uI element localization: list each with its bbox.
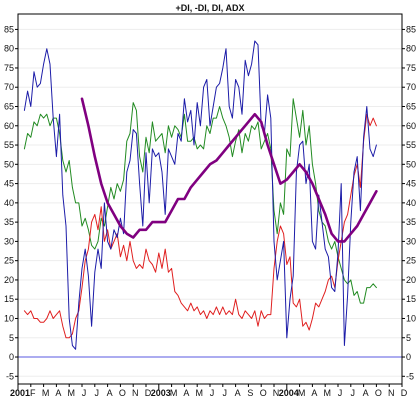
x-tick-label: A xyxy=(311,388,317,398)
y-tick-label-right: 60 xyxy=(406,121,416,131)
y-tick-label-right: 20 xyxy=(406,275,416,285)
x-tick-label: M xyxy=(67,388,75,398)
y-tick-label-right: 30 xyxy=(406,236,416,246)
x-tick-label: N xyxy=(388,388,395,398)
x-tick-label: M xyxy=(298,388,306,398)
y-tick-label-left: 70 xyxy=(4,82,14,92)
y-tick-label-right: 40 xyxy=(406,198,416,208)
y-tick-label-left: 85 xyxy=(4,24,14,34)
x-tick-label: J xyxy=(338,388,343,398)
y-tick-label-left: 0 xyxy=(9,352,14,362)
x-tick-label: J xyxy=(95,388,100,398)
x-tick-label: A xyxy=(363,388,369,398)
series-line-1 xyxy=(23,98,377,304)
y-tick-label-right: 10 xyxy=(406,313,416,323)
x-tick-label: J xyxy=(351,388,356,398)
x-tick-label: A xyxy=(55,388,61,398)
chart-title: +DI, -DI, DI, ADX xyxy=(176,3,245,13)
y-tick-label-left: -5 xyxy=(6,371,14,381)
y-tick-label-left: 20 xyxy=(4,275,14,285)
y-tick-label-left: 10 xyxy=(4,313,14,323)
y-axis-right: -5 0 5 10 15 20 25 30 35 40 45 50 55 60 65 70 75 80 85 xyxy=(402,24,416,381)
y-tick-label-left: 55 xyxy=(4,140,14,150)
y-tick-label-left: 75 xyxy=(4,63,14,73)
y-tick-label-left: 5 xyxy=(9,333,14,343)
x-tick-label: 2001 xyxy=(10,388,30,398)
x-tick-label: F xyxy=(30,388,36,398)
plot-frame xyxy=(17,13,403,385)
y-tick-label-left: 40 xyxy=(4,198,14,208)
x-tick-label: A xyxy=(235,388,241,398)
x-tick-label: A xyxy=(183,388,189,398)
y-tick-label-left: 65 xyxy=(4,102,14,112)
x-tick-label: O xyxy=(119,388,126,398)
x-tick-label: 2003 xyxy=(151,388,171,398)
x-tick-label: M xyxy=(170,388,178,398)
y-tick-label-right: 55 xyxy=(406,140,416,150)
x-tick-label: S xyxy=(247,388,253,398)
y-tick-label-right: 70 xyxy=(406,82,416,92)
y-tick-label-left: 30 xyxy=(4,236,14,246)
x-tick-label: J xyxy=(82,388,87,398)
y-tick-label-right: 45 xyxy=(406,179,416,189)
y-tick-label-right: 15 xyxy=(406,294,416,304)
x-tick-label: 2004 xyxy=(279,388,299,398)
x-tick-label: M xyxy=(42,388,50,398)
y-tick-label-right: -5 xyxy=(406,371,414,381)
y-tick-label-right: 0 xyxy=(406,352,411,362)
y-tick-label-right: 75 xyxy=(406,63,416,73)
x-tick-label: O xyxy=(375,388,382,398)
y-tick-label-left: 80 xyxy=(4,44,14,54)
y-tick-label-right: 25 xyxy=(406,256,416,266)
x-axis: 2001 F M A M J J A O N D 2003 M A M J J A S O N 2004 M A M J J A O N D xyxy=(10,384,408,398)
x-tick-label: A xyxy=(107,388,113,398)
x-tick-label: J xyxy=(210,388,215,398)
x-tick-label: M xyxy=(323,388,331,398)
series-line-3 xyxy=(23,40,377,350)
series-line-4 xyxy=(80,97,378,243)
y-axis-left: -5 0 5 10 15 20 25 30 35 40 45 50 55 60 65 70 75 80 85 xyxy=(4,24,18,381)
x-tick-label: J xyxy=(223,388,228,398)
y-tick-label-left: 15 xyxy=(4,294,14,304)
series-group xyxy=(23,40,378,350)
x-tick-label: D xyxy=(401,388,408,398)
y-tick-label-left: 25 xyxy=(4,256,14,266)
y-tick-label-right: 5 xyxy=(406,333,411,343)
series-line-2 xyxy=(23,113,377,339)
x-tick-label: M xyxy=(195,388,203,398)
y-tick-label-left: 60 xyxy=(4,121,14,131)
x-tick-label: O xyxy=(260,388,267,398)
y-tick-label-left: 45 xyxy=(4,179,14,189)
y-tick-label-left: 50 xyxy=(4,159,14,169)
y-tick-label-left: 35 xyxy=(4,217,14,227)
x-tick-label: N xyxy=(273,388,280,398)
y-tick-label-right: 65 xyxy=(406,102,416,112)
x-tick-label: N xyxy=(132,388,139,398)
y-tick-label-right: 35 xyxy=(406,217,416,227)
y-tick-label-right: 85 xyxy=(406,24,416,34)
y-tick-label-right: 80 xyxy=(406,44,416,54)
y-tick-label-right: 50 xyxy=(406,159,416,169)
x-tick-label: D xyxy=(145,388,152,398)
